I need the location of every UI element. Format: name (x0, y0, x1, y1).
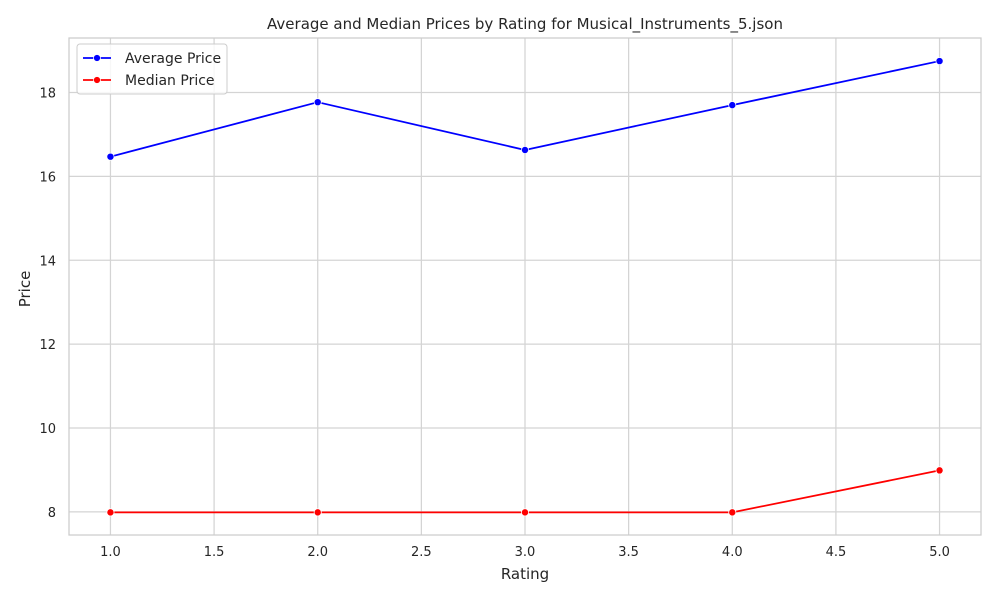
data-point-average-price (935, 57, 944, 66)
legend: Average Price Median Price (76, 43, 228, 95)
x-tick-label: 2.0 (307, 545, 328, 560)
y-tick-label: 8 (48, 506, 56, 521)
y-tick-labels: 8 10 12 14 16 18 (39, 87, 56, 521)
series-layer (106, 57, 944, 517)
x-tick-labels: 1.0 1.5 2.0 2.5 3.0 3.5 4.0 4.5 5.0 (100, 545, 950, 560)
x-tick-label: 4.5 (826, 545, 847, 560)
data-point-average-price (728, 101, 737, 110)
y-tick-label: 16 (39, 170, 56, 185)
data-point-average-price (106, 152, 115, 161)
legend-marker-median-price (93, 76, 101, 84)
x-tick-label: 1.5 (204, 545, 225, 560)
x-tick-label: 4.0 (722, 545, 743, 560)
data-point-median-price (521, 508, 529, 517)
series-average-price (106, 57, 944, 161)
y-tick-label: 10 (39, 422, 56, 437)
legend-label-median-price: Median Price (125, 73, 215, 89)
x-tick-label: 1.0 (100, 545, 121, 560)
y-axis-label: Price (16, 271, 34, 308)
series-median-price (106, 466, 944, 517)
plot-frame (68, 37, 982, 536)
data-point-average-price (313, 98, 322, 107)
legend-frame (76, 43, 228, 95)
legend-label-average-price: Average Price (125, 51, 221, 67)
legend-item-median-price: Median Price (83, 73, 215, 89)
legend-marker-average-price (93, 54, 101, 62)
data-point-average-price (521, 146, 529, 154)
y-tick-label: 14 (39, 254, 56, 269)
data-point-median-price (935, 466, 944, 475)
x-tick-label: 5.0 (929, 545, 950, 560)
y-tick-label: 12 (39, 338, 56, 353)
legend-item-average-price: Average Price (83, 51, 221, 67)
y-tick-label: 18 (39, 87, 56, 102)
chart-title: Average and Median Prices by Rating for … (267, 15, 783, 34)
x-axis-label: Rating (501, 565, 549, 583)
x-tick-label: 2.5 (411, 545, 432, 560)
data-point-median-price (313, 508, 322, 517)
x-tick-label: 3.5 (618, 545, 639, 560)
data-point-median-price (106, 508, 115, 517)
x-tick-label: 3.0 (515, 545, 536, 560)
data-point-median-price (728, 508, 737, 517)
